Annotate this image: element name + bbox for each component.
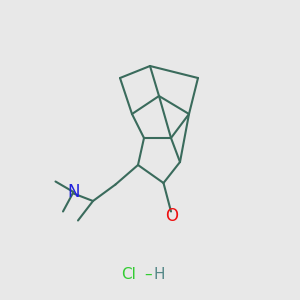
Text: H: H: [153, 267, 165, 282]
Text: Cl: Cl: [122, 267, 136, 282]
Text: –: –: [144, 267, 152, 282]
Text: N: N: [67, 183, 80, 201]
Text: O: O: [165, 207, 178, 225]
